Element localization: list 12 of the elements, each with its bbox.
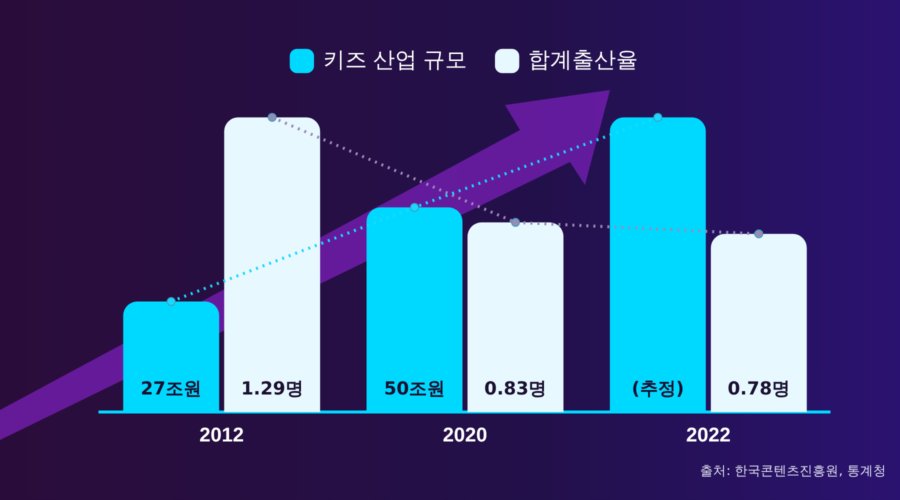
source-note: 출처: 한국콘텐츠진흥원, 통계청	[700, 463, 886, 480]
data-label: 0.78명	[728, 378, 790, 400]
data-label: (추정)	[632, 378, 684, 400]
x-tick-label: 2020	[442, 424, 488, 447]
x-tick-label: 2012	[199, 424, 244, 447]
legend-label: 키즈 산업 규모	[322, 47, 468, 72]
x-tick-label: 2022	[686, 424, 731, 447]
data-label: 27조원	[140, 378, 202, 400]
data-label: 50조원	[384, 378, 446, 400]
legend-label: 합계출산율	[528, 47, 638, 72]
data-label: 0.83명	[484, 378, 547, 400]
data-label: 1.29명	[240, 378, 304, 400]
